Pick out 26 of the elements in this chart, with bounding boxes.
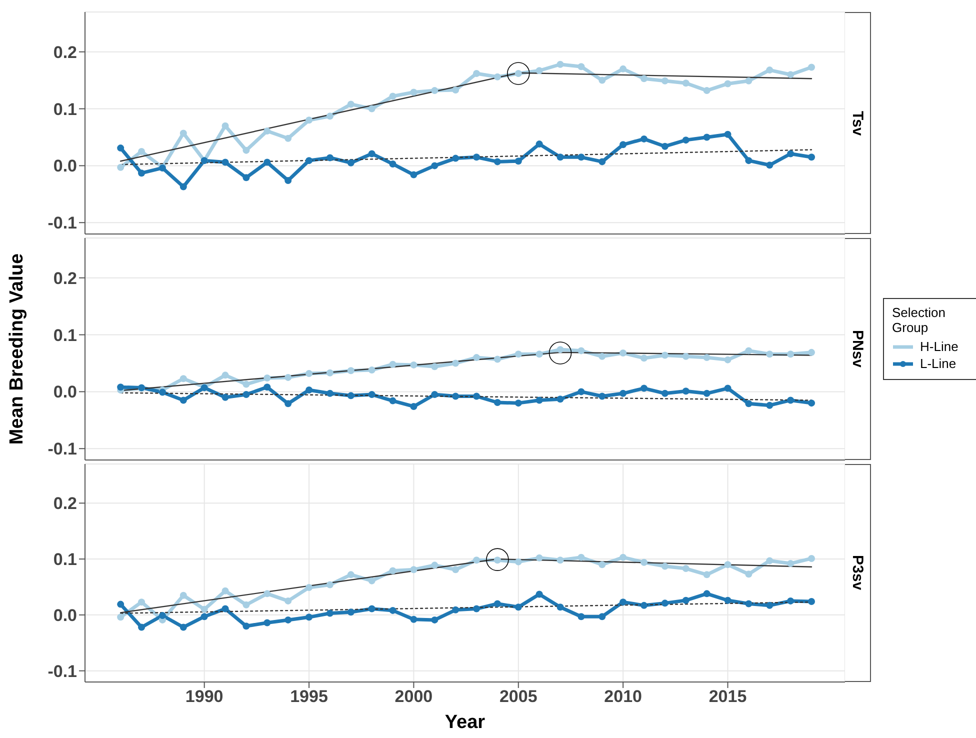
x-tick-label: 1990 — [185, 687, 224, 706]
x-tick-label: 1995 — [290, 687, 328, 706]
y-tick-label: 0.2 — [53, 42, 77, 62]
legend-label: H-Line — [920, 339, 958, 354]
y-tick-label: 0.0 — [53, 156, 77, 176]
y-tick-label: -0.1 — [48, 214, 77, 233]
y-tick-label: 0.1 — [53, 100, 77, 119]
text: Tsv — [849, 110, 866, 136]
y-tick-label: -0.1 — [48, 662, 77, 681]
legend-title: Selection Group — [892, 305, 946, 335]
y-tick-label: 0.1 — [53, 550, 77, 570]
legend-label: L-Line — [920, 356, 956, 371]
text: P3sv — [849, 555, 866, 591]
x-tick-label: 2005 — [499, 687, 538, 706]
x-axis-title: Year — [444, 712, 486, 733]
y-axis-title: Mean Breeding Value — [6, 253, 28, 445]
y-tick-label: 0.0 — [53, 382, 77, 402]
x-tick-label: 2015 — [708, 687, 747, 706]
y-tick-label: 0.2 — [53, 494, 77, 514]
x-tick-label: 2010 — [604, 687, 642, 706]
x-tick-label: 2000 — [394, 687, 433, 706]
text: PNsv — [849, 330, 866, 368]
y-tick-label: 0.1 — [53, 326, 77, 345]
y-tick-label: 0.2 — [53, 268, 77, 288]
y-tick-label: -0.1 — [48, 440, 77, 459]
y-tick-label: 0.0 — [53, 606, 77, 625]
